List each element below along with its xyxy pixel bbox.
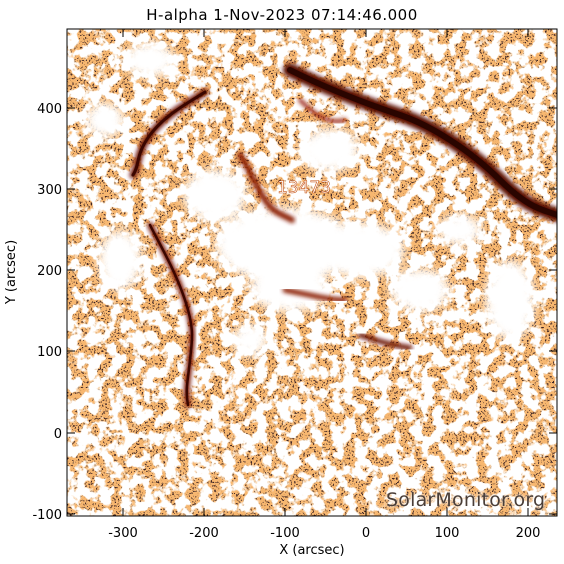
y-tick-label: 300 bbox=[37, 183, 62, 198]
x-tick-label: -100 bbox=[270, 526, 300, 541]
y-tick-label: 100 bbox=[37, 345, 62, 360]
h-alpha-image bbox=[67, 29, 557, 516]
filaments bbox=[129, 63, 557, 408]
y-tick-label: -100 bbox=[32, 508, 62, 523]
y-axis-label: Y (arcsec) bbox=[4, 240, 19, 305]
x-tick-label: 100 bbox=[435, 526, 460, 541]
x-axis bbox=[122, 29, 529, 516]
plot-frame bbox=[66, 28, 558, 517]
y-tick-label: 200 bbox=[37, 264, 62, 279]
x-tick-label: -300 bbox=[108, 526, 138, 541]
image-title: H-alpha 1-Nov-2023 07:14:46.000 bbox=[146, 6, 418, 24]
x-tick-label: -200 bbox=[189, 526, 219, 541]
watermark: SolarMonitor.org bbox=[386, 489, 546, 511]
x-tick-label: 200 bbox=[516, 526, 541, 541]
y-tick-label: 0 bbox=[54, 427, 62, 442]
y-axis bbox=[67, 107, 557, 515]
x-tick-label: 0 bbox=[362, 526, 370, 541]
region-label: 13473 bbox=[277, 178, 331, 198]
y-tick-label: 400 bbox=[37, 102, 62, 117]
x-axis-label: X (arcsec) bbox=[279, 543, 344, 558]
